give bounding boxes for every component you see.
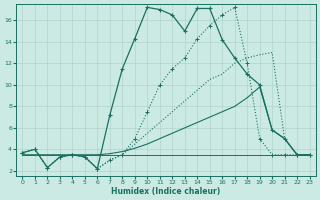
X-axis label: Humidex (Indice chaleur): Humidex (Indice chaleur): [111, 187, 221, 196]
